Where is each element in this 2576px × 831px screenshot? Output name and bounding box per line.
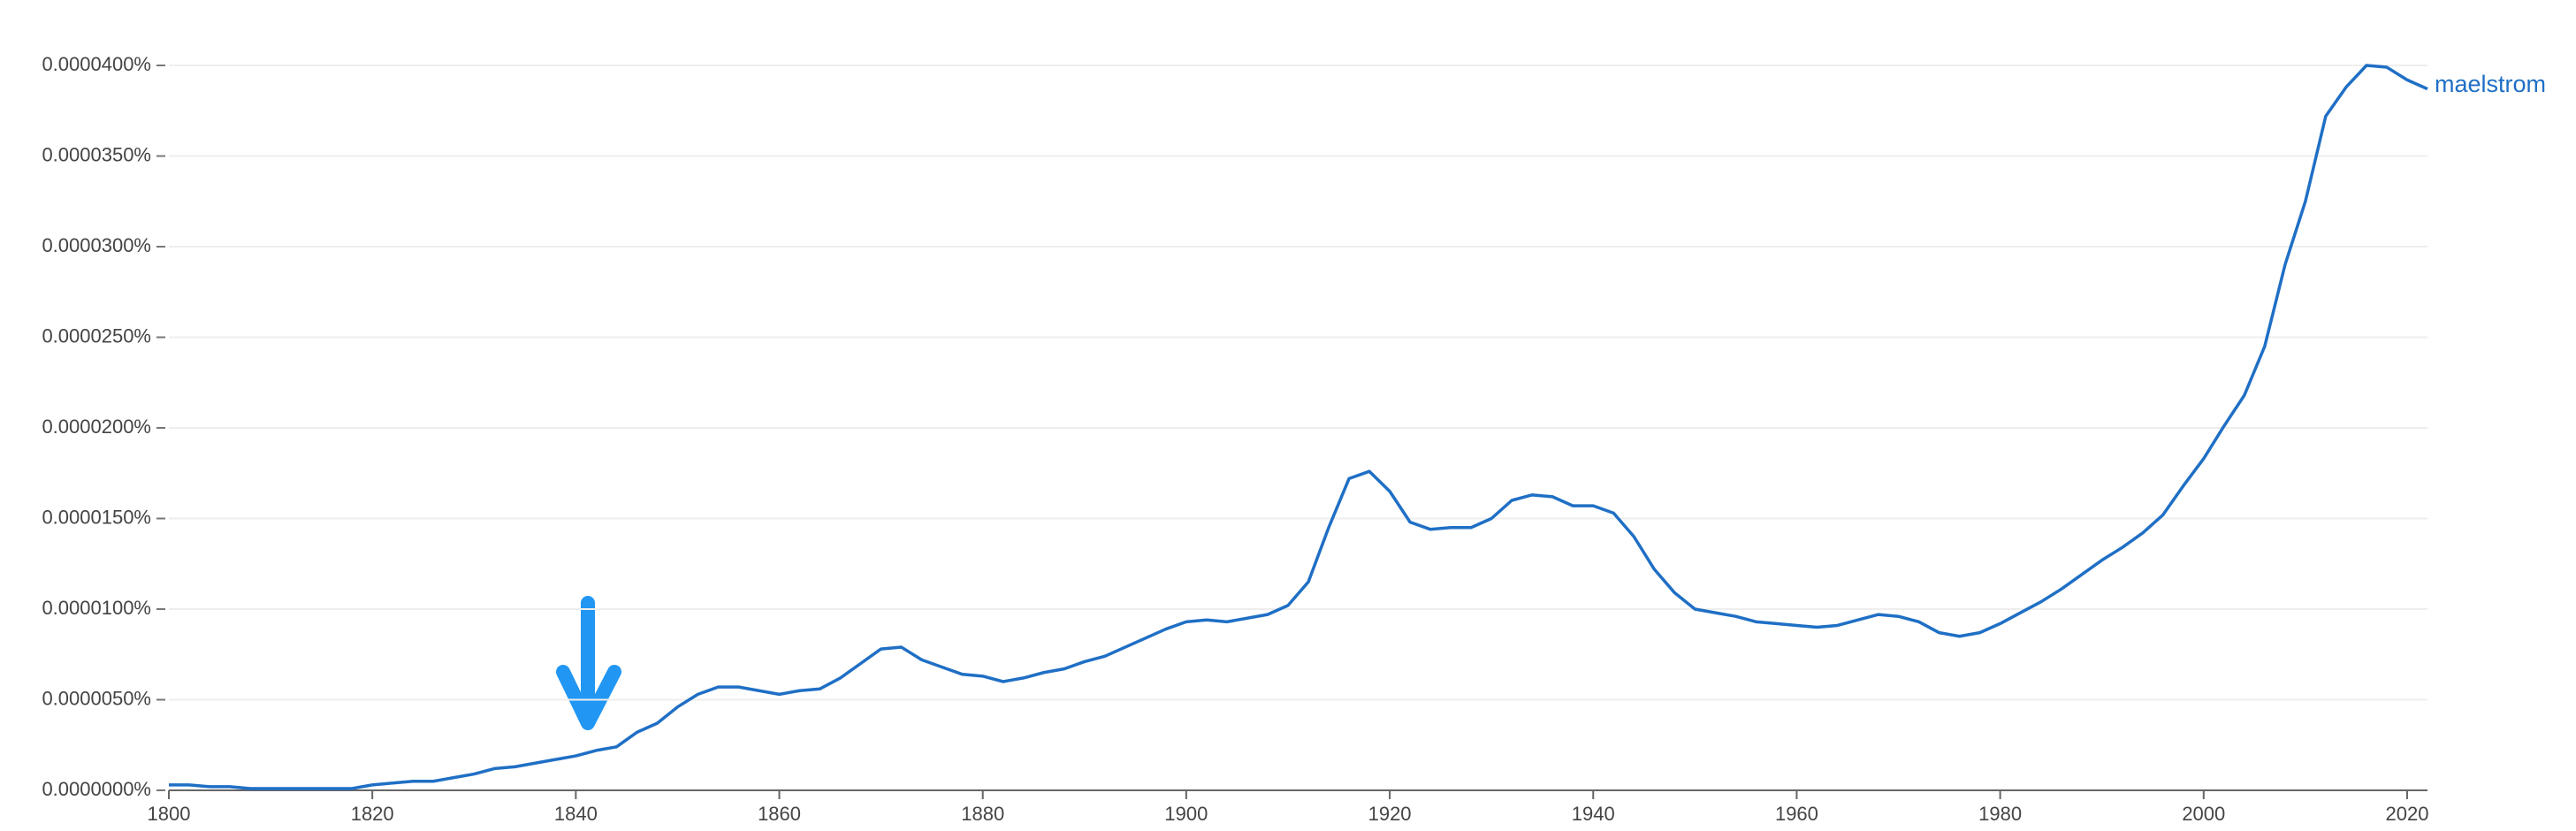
y-tick-label: 0.0000250% — [42, 324, 151, 347]
x-tick-label: 1880 — [961, 803, 1004, 825]
arrow-annotation — [556, 596, 621, 730]
x-tick-label: 1900 — [1164, 803, 1208, 825]
x-tick-label: 1980 — [1978, 803, 2022, 825]
y-tick-label: 0.0000050% — [42, 687, 151, 709]
x-tick-label: 1820 — [351, 803, 394, 825]
y-tick-label: 0.0000000% — [42, 778, 151, 800]
x-tick-label: 1800 — [148, 803, 191, 825]
x-tick-label: 1960 — [1775, 803, 1818, 825]
x-tick-label: 1940 — [1572, 803, 1615, 825]
x-tick-label: 1860 — [758, 803, 801, 825]
y-tick-label: 0.0000150% — [42, 506, 151, 528]
y-tick-label: 0.0000200% — [42, 416, 151, 438]
x-tick-label: 2020 — [2386, 803, 2429, 825]
series-label: maelstrom — [2435, 71, 2546, 97]
x-tick-label: 2000 — [2182, 803, 2225, 825]
y-tick-label: 0.0000300% — [42, 234, 151, 256]
y-tick-label: 0.0000350% — [42, 143, 151, 165]
x-tick-label: 1840 — [554, 803, 598, 825]
series-line — [169, 64, 2428, 790]
y-tick-label: 0.0000100% — [42, 597, 151, 619]
x-tick-label: 1920 — [1368, 803, 1412, 825]
y-tick-label: 0.0000400% — [42, 53, 151, 75]
